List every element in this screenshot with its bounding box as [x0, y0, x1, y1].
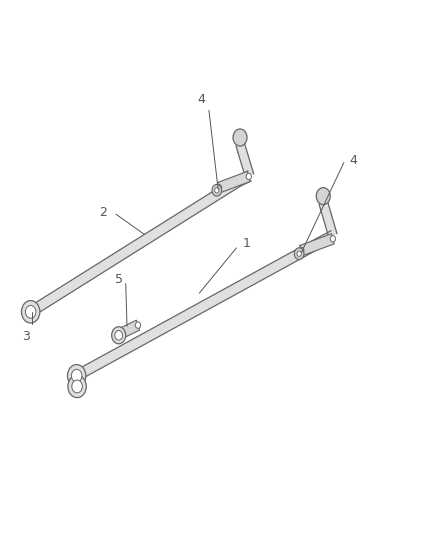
- Circle shape: [299, 247, 304, 254]
- Circle shape: [21, 301, 40, 323]
- Polygon shape: [300, 233, 334, 256]
- Text: 3: 3: [22, 330, 30, 343]
- Circle shape: [330, 236, 336, 242]
- Circle shape: [212, 184, 222, 196]
- Circle shape: [316, 188, 330, 205]
- Circle shape: [294, 248, 304, 260]
- Polygon shape: [319, 201, 337, 237]
- Polygon shape: [237, 171, 251, 186]
- Text: 2: 2: [99, 206, 107, 219]
- Circle shape: [246, 173, 251, 180]
- Polygon shape: [218, 171, 250, 193]
- Circle shape: [135, 322, 141, 328]
- Text: 4: 4: [197, 93, 205, 106]
- Polygon shape: [318, 231, 335, 247]
- Circle shape: [72, 380, 82, 393]
- Circle shape: [118, 330, 123, 337]
- Polygon shape: [28, 176, 241, 317]
- Circle shape: [233, 129, 247, 146]
- Text: 5: 5: [115, 273, 123, 286]
- Circle shape: [67, 365, 86, 387]
- Polygon shape: [119, 320, 140, 338]
- Circle shape: [216, 184, 222, 191]
- Text: 1: 1: [243, 237, 251, 250]
- Text: 4: 4: [349, 154, 357, 167]
- Circle shape: [115, 330, 123, 340]
- Circle shape: [112, 327, 126, 344]
- Circle shape: [215, 188, 219, 193]
- Polygon shape: [75, 238, 321, 381]
- Circle shape: [68, 375, 86, 398]
- Circle shape: [25, 305, 36, 318]
- Circle shape: [71, 369, 82, 382]
- Polygon shape: [236, 142, 254, 177]
- Circle shape: [297, 251, 301, 256]
